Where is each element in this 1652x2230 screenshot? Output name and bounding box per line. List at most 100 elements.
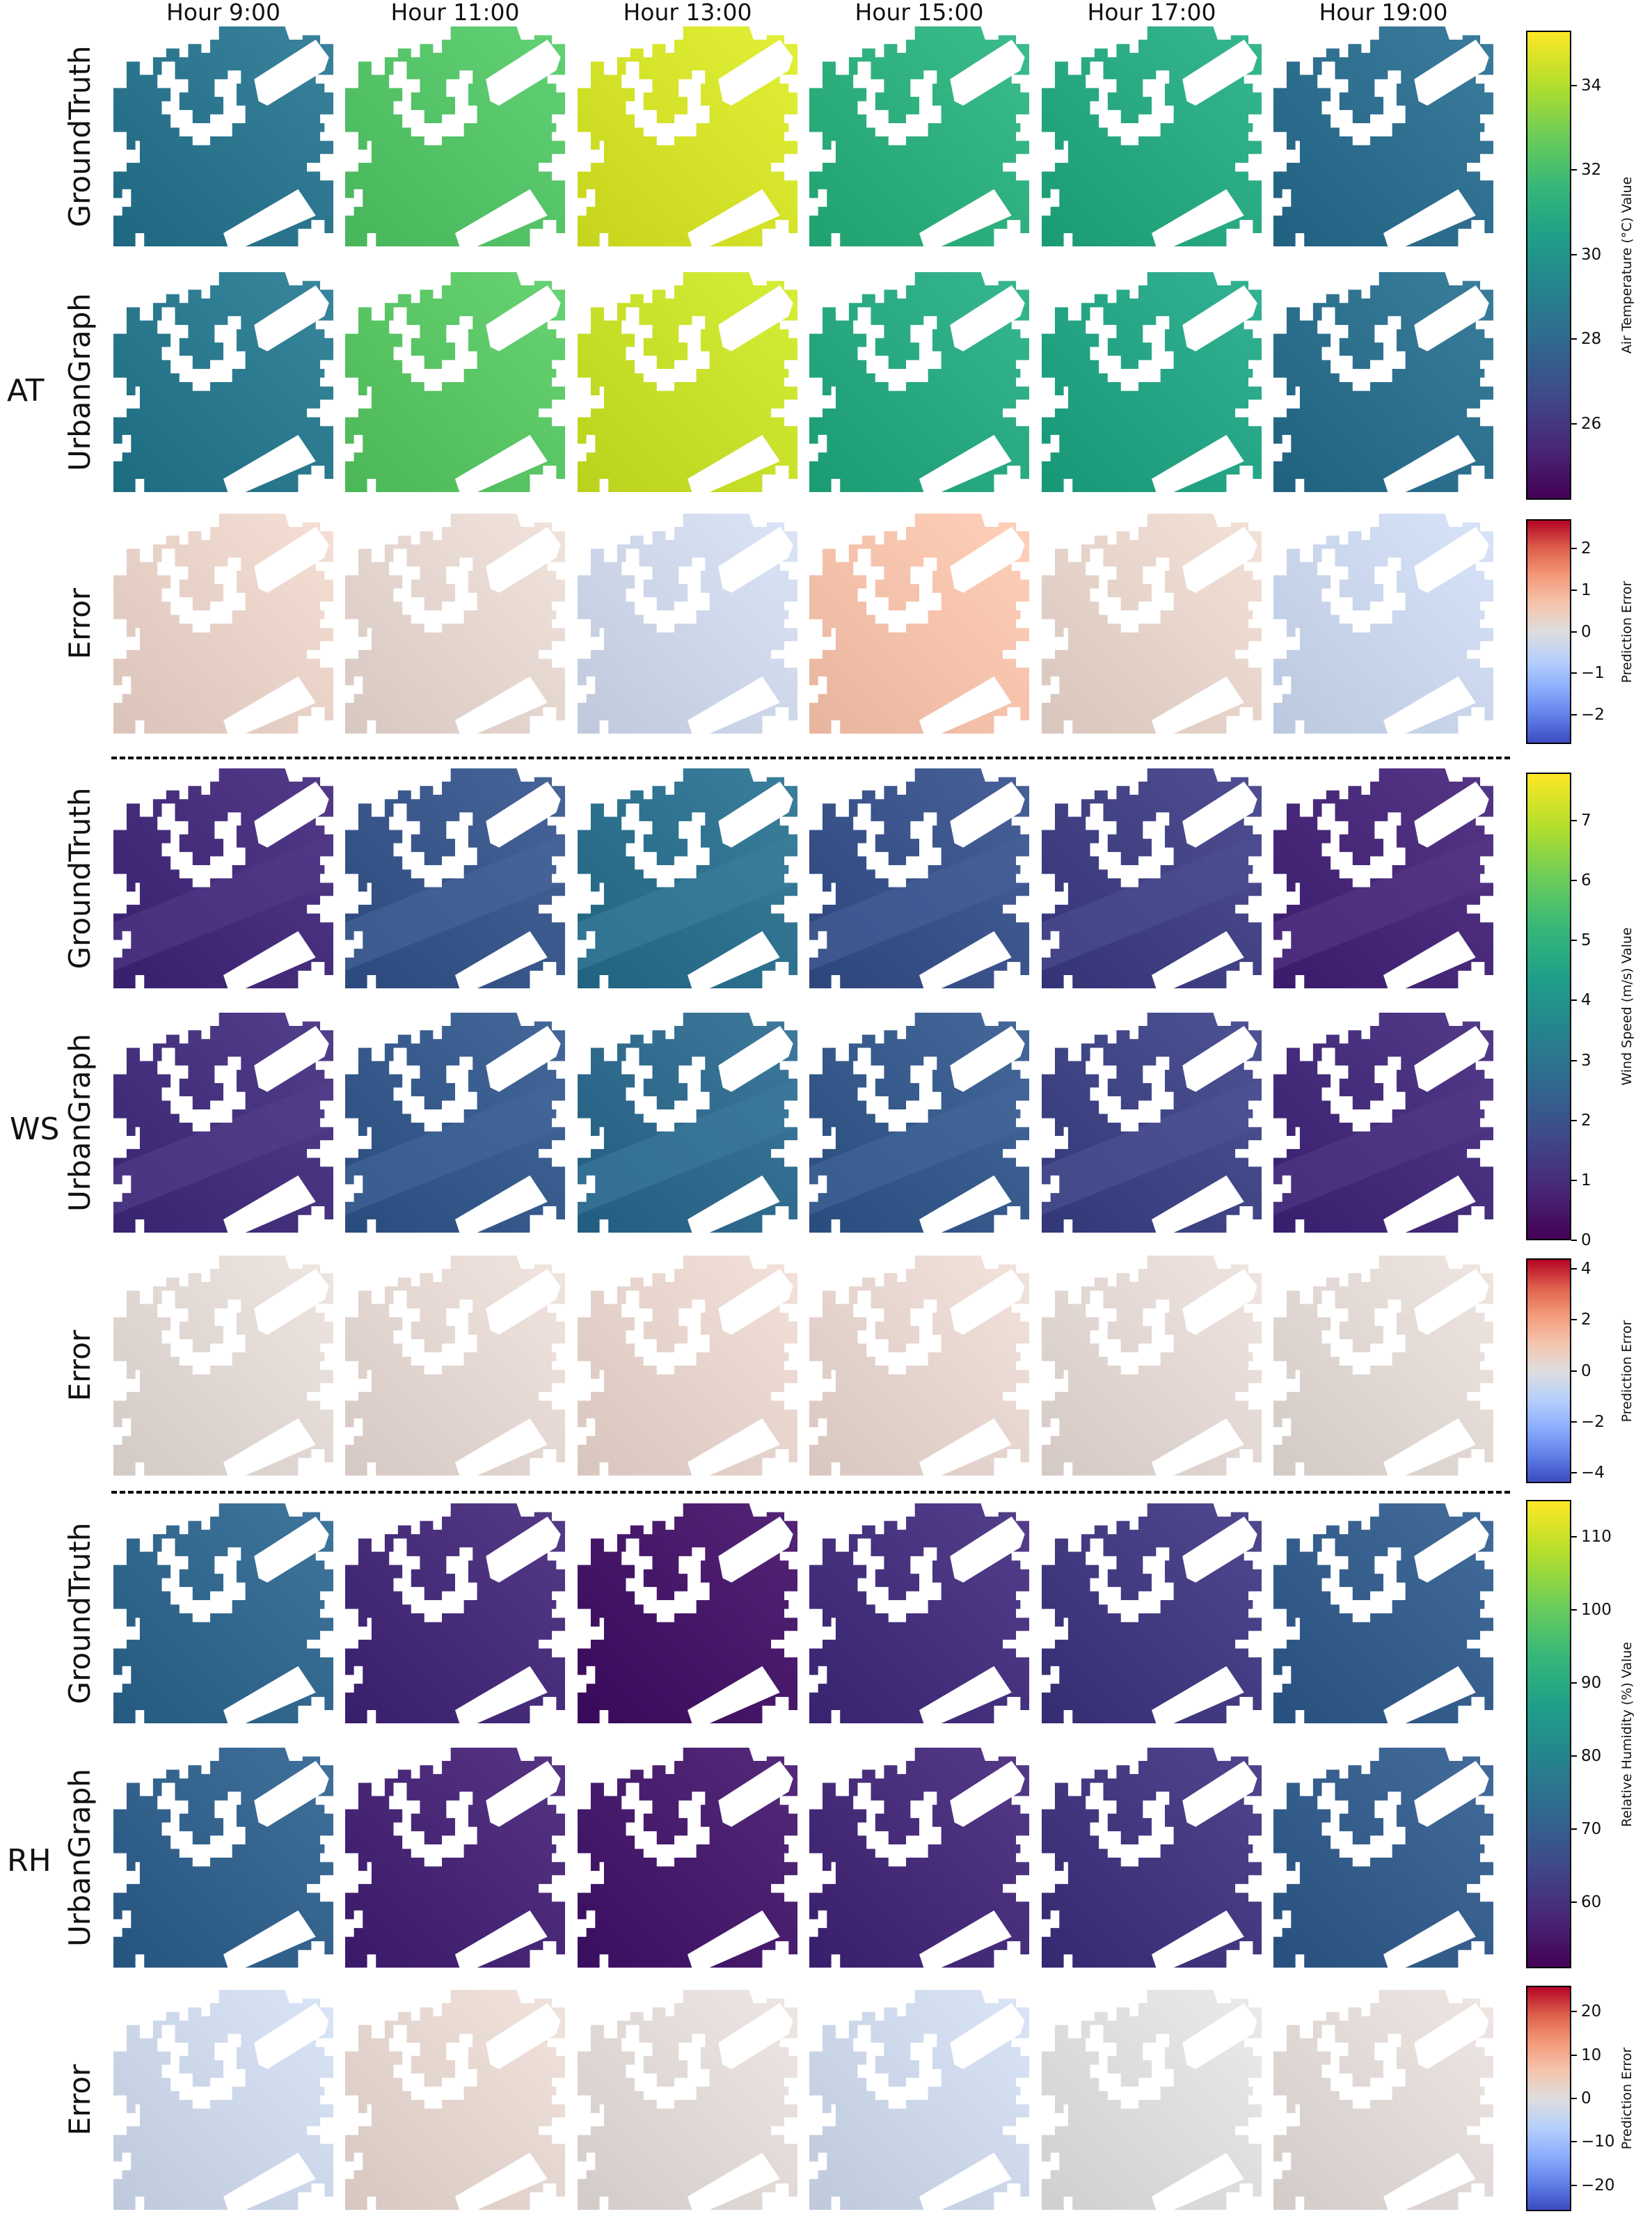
colorbar-tick-label: 4: [1581, 991, 1591, 1010]
error-map: [1042, 1990, 1262, 2210]
error-map: [113, 514, 333, 734]
group-separator: [111, 757, 1510, 759]
colorbar-tick-mark: [1571, 714, 1577, 716]
groundtruth-map: [345, 768, 565, 988]
row-label: UrbanGraph: [63, 1769, 97, 1947]
error-map: [1042, 514, 1262, 734]
colorbar-tick-mark: [1571, 1240, 1577, 1241]
groundtruth-map: [578, 26, 797, 246]
prediction-map: [113, 1013, 333, 1233]
colorbar-tick-mark: [1571, 422, 1577, 425]
groundtruth-map: [113, 1503, 333, 1723]
colorbar-tick-mark: [1571, 84, 1577, 86]
colorbar-tick-label: 70: [1581, 1820, 1602, 1839]
row-label: GroundTruth: [63, 1522, 97, 1705]
error-map: [578, 1256, 797, 1476]
error-map: [1273, 514, 1493, 734]
hour-title: Hour 9:00: [166, 0, 281, 26]
error-map: [1273, 1990, 1493, 2210]
colorbar-tick-mark: [1571, 2011, 1577, 2013]
prediction-map: [1273, 1013, 1493, 1233]
prediction-map: [1273, 1748, 1493, 1968]
row-label: Error: [63, 2064, 97, 2136]
colorbar-tick-mark: [1571, 1608, 1577, 1611]
colorbar-tick-mark: [1571, 999, 1577, 1002]
colorbar-tick-label: 4: [1581, 1259, 1591, 1278]
prediction-map: [578, 272, 797, 492]
error-map: [809, 514, 1029, 734]
colorbar-tick-mark: [1571, 1421, 1577, 1423]
hour-title: Hour 19:00: [1319, 0, 1448, 26]
hour-title: Hour 13:00: [623, 0, 752, 26]
error-map: [578, 514, 797, 734]
colorbar-tick-label: 0: [1581, 1361, 1591, 1380]
colorbar-title: Prediction Error: [1619, 580, 1635, 683]
colorbar-tick-label: 3: [1581, 1051, 1591, 1070]
groundtruth-map: [1042, 768, 1262, 988]
group-separator: [111, 1491, 1510, 1494]
colorbar-tick-label: 0: [1581, 2089, 1591, 2108]
colorbar-tick-mark: [1571, 2098, 1577, 2099]
colorbar-tick-mark: [1571, 1319, 1577, 1321]
row-label: Error: [63, 1329, 97, 1402]
row-label: UrbanGraph: [63, 293, 97, 471]
colorbar-tick-label: −1: [1581, 664, 1605, 683]
error-map: [809, 1256, 1029, 1476]
colorbar-tick-mark: [1571, 2054, 1577, 2056]
colorbar-tick-mark: [1571, 1059, 1577, 1061]
colorbar-tick-mark: [1571, 169, 1577, 171]
colorbar-tick-mark: [1571, 1828, 1577, 1830]
colorbar-tick-label: 110: [1581, 1527, 1612, 1546]
colorbar-tick-mark: [1571, 1179, 1577, 1181]
group-label: AT: [7, 373, 45, 409]
groundtruth-map: [578, 768, 797, 988]
colorbar-tick-label: 7: [1581, 811, 1591, 830]
colorbar-tick-mark: [1571, 1755, 1577, 1757]
colorbar-tick-mark: [1571, 1119, 1577, 1121]
error-map: [1273, 1256, 1493, 1476]
colorbar-title: Prediction Error: [1619, 2047, 1635, 2150]
colorbar-tick-label: 60: [1581, 1893, 1602, 1912]
error-colorbar: [1526, 1986, 1571, 2211]
prediction-map: [345, 1013, 565, 1233]
colorbar-title: Relative Humidity (%) Value: [1619, 1641, 1635, 1827]
colorbar-tick-label: 28: [1581, 330, 1602, 349]
error-map: [1042, 1256, 1262, 1476]
colorbar-tick-mark: [1571, 1370, 1577, 1372]
groundtruth-map: [113, 26, 333, 246]
prediction-map: [1273, 272, 1493, 492]
colorbar-tick-label: −2: [1581, 1412, 1605, 1431]
colorbar-tick-mark: [1571, 672, 1577, 674]
error-map: [113, 1256, 333, 1476]
error-colorbar: [1526, 1258, 1571, 1483]
colorbar-tick-mark: [1571, 253, 1577, 255]
colorbar-tick-mark: [1571, 547, 1577, 549]
hour-title: Hour 11:00: [390, 0, 520, 26]
groundtruth-map: [809, 768, 1029, 988]
error-colorbar: [1526, 519, 1571, 744]
error-map: [345, 1256, 565, 1476]
colorbar-tick-label: 5: [1581, 931, 1591, 950]
colorbar-title: Wind Speed (m/s) Value: [1619, 927, 1635, 1086]
colorbar-tick-mark: [1571, 1267, 1577, 1270]
colorbar-tick-label: 90: [1581, 1673, 1602, 1692]
colorbar-tick-mark: [1571, 819, 1577, 821]
prediction-map: [809, 1748, 1029, 1968]
value-colorbar: [1526, 31, 1571, 500]
groundtruth-map: [1042, 26, 1262, 246]
prediction-map: [113, 1748, 333, 1968]
colorbar-tick-mark: [1571, 1472, 1577, 1474]
groundtruth-map: [345, 1503, 565, 1723]
group-label: RH: [7, 1843, 51, 1879]
value-colorbar: [1526, 773, 1571, 1240]
colorbar-tick-mark: [1571, 2184, 1577, 2186]
prediction-map: [578, 1748, 797, 1968]
error-map: [345, 1990, 565, 2210]
error-map: [809, 1990, 1029, 2210]
colorbar-tick-label: 34: [1581, 76, 1602, 95]
colorbar-title: Prediction Error: [1619, 1320, 1635, 1422]
prediction-map: [113, 272, 333, 492]
colorbar-tick-label: −2: [1581, 706, 1605, 725]
groundtruth-map: [1042, 1503, 1262, 1723]
colorbar-tick-mark: [1571, 1901, 1577, 1904]
